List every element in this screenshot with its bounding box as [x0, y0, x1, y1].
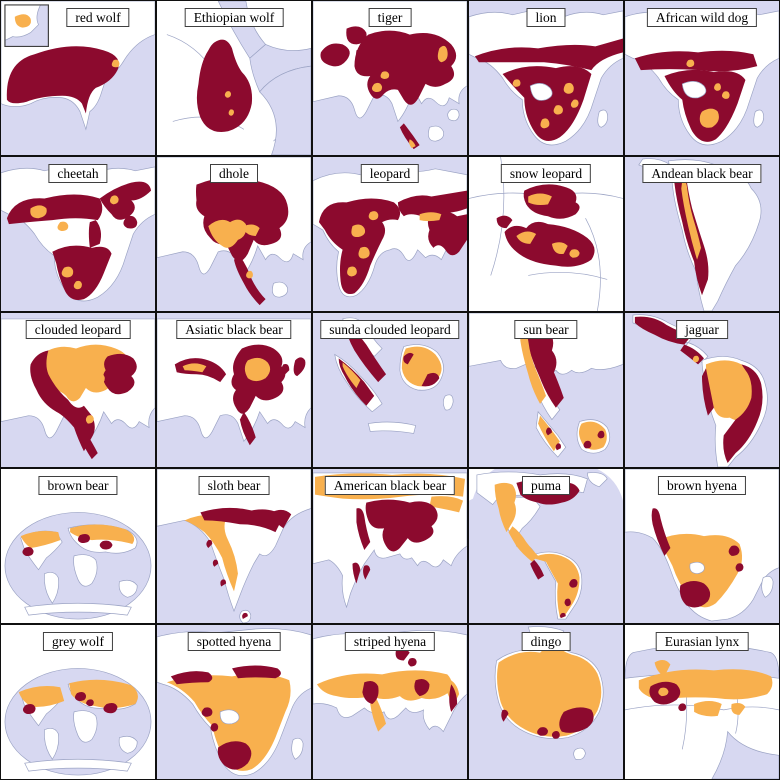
panel-dhole: dhole	[156, 156, 312, 312]
species-label: African wild dog	[646, 8, 758, 27]
species-label: sloth bear	[198, 476, 270, 495]
panel-grey-wolf: grey wolf	[0, 624, 156, 780]
species-label: dhole	[210, 164, 258, 183]
panel-lion: lion	[468, 0, 624, 156]
panel-brown-hyena: brown hyena	[624, 468, 780, 624]
species-label: brown hyena	[657, 476, 747, 495]
panel-american-black-bear: American black bear	[312, 468, 468, 624]
species-label: sunda clouded leopard	[320, 320, 460, 339]
species-label: puma	[522, 476, 570, 495]
panel-snow-leopard: snow leopard	[468, 156, 624, 312]
range-map	[1, 625, 155, 779]
species-label: striped hyena	[344, 632, 436, 651]
range-map	[469, 625, 623, 779]
species-label: cheetah	[48, 164, 108, 183]
species-label: snow leopard	[500, 164, 592, 183]
panel-jaguar: jaguar	[624, 312, 780, 468]
panel-red-wolf: red wolf	[0, 0, 156, 156]
range-map	[1, 469, 155, 623]
species-label: leopard	[360, 164, 420, 183]
species-label: spotted hyena	[187, 632, 281, 651]
panel-spotted-hyena: spotted hyena	[156, 624, 312, 780]
species-label: sun bear	[514, 320, 578, 339]
species-label: dingo	[521, 632, 571, 651]
panel-leopard: leopard	[312, 156, 468, 312]
panel-sloth-bear: sloth bear	[156, 468, 312, 624]
species-label: tiger	[368, 8, 412, 27]
range-map	[625, 469, 779, 623]
species-label: Asiatic black bear	[176, 320, 292, 339]
panel-striped-hyena: striped hyena	[312, 624, 468, 780]
range-map	[625, 313, 779, 467]
panel-andean-black-bear: Andean black bear	[624, 156, 780, 312]
species-label: lion	[526, 8, 566, 27]
species-label: jaguar	[676, 320, 728, 339]
panel-clouded-leopard: clouded leopard	[0, 312, 156, 468]
species-label: Eurasian lynx	[655, 632, 749, 651]
species-label: Ethiopian wolf	[184, 8, 284, 27]
species-label: American black bear	[324, 476, 456, 495]
panel-tiger: tiger	[312, 0, 468, 156]
species-label: Andean black bear	[642, 164, 762, 183]
panel-puma: puma	[468, 468, 624, 624]
panel-brown-bear: brown bear	[0, 468, 156, 624]
range-map	[469, 1, 623, 155]
range-map	[1, 313, 155, 467]
panel-sun-bear: sun bear	[468, 312, 624, 468]
panel-asiatic-black-bear: Asiatic black bear	[156, 312, 312, 468]
panel-african-wild-dog: African wild dog	[624, 0, 780, 156]
range-map	[625, 625, 779, 779]
range-map	[313, 625, 467, 779]
panel-sunda-clouded-leopard: sunda clouded leopard	[312, 312, 468, 468]
panel-eurasian-lynx: Eurasian lynx	[624, 624, 780, 780]
panel-ethiopian-wolf: Ethiopian wolf	[156, 0, 312, 156]
panel-cheetah: cheetah	[0, 156, 156, 312]
species-label: clouded leopard	[25, 320, 131, 339]
species-label: red wolf	[66, 8, 130, 27]
species-label: grey wolf	[42, 632, 114, 651]
panel-dingo: dingo	[468, 624, 624, 780]
range-map	[469, 313, 623, 467]
species-label: brown bear	[38, 476, 118, 495]
